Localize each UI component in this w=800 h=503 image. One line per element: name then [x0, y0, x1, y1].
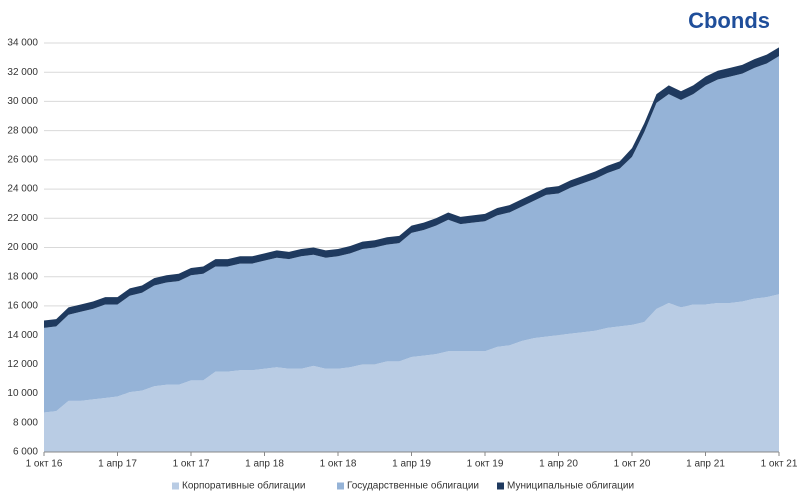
x-tick-label: 1 апр 18 [245, 459, 284, 470]
x-tick-label: 1 окт 16 [26, 459, 63, 470]
x-tick-label: 1 окт 17 [173, 459, 210, 470]
x-tick-label: 1 апр 19 [392, 459, 431, 470]
y-tick-label: 6 000 [13, 447, 38, 458]
y-tick-label: 34 000 [7, 38, 38, 49]
legend-label: Государственные облигации [347, 480, 479, 492]
logo: Cbonds [688, 8, 770, 33]
y-tick-label: 12 000 [7, 359, 38, 370]
y-tick-label: 14 000 [7, 330, 38, 341]
legend-swatch [172, 482, 179, 490]
x-tick-label: 1 окт 19 [467, 459, 504, 470]
legend-swatch [337, 482, 344, 490]
y-tick-label: 8 000 [13, 417, 38, 428]
y-tick-label: 10 000 [7, 388, 38, 399]
area [44, 56, 779, 413]
y-tick-label: 16 000 [7, 301, 38, 312]
area [44, 47, 779, 328]
y-tick-label: 32 000 [7, 67, 38, 78]
x-tick-label: 1 окт 20 [614, 459, 651, 470]
x-tick-label: 1 окт 18 [320, 459, 357, 470]
legend-swatch [497, 482, 504, 490]
y-tick-label: 26 000 [7, 154, 38, 165]
y-tick-label: 30 000 [7, 96, 38, 107]
x-tick-label: 1 окт 21 [761, 459, 798, 470]
x-tick-label: 1 апр 20 [539, 459, 578, 470]
x-tick-label: 1 апр 17 [98, 459, 137, 470]
y-tick-label: 28 000 [7, 125, 38, 136]
legend-label: Муниципальные облигации [507, 480, 634, 492]
area [44, 294, 779, 452]
y-tick-label: 22 000 [7, 213, 38, 224]
y-tick-label: 20 000 [7, 242, 38, 253]
y-tick-label: 18 000 [7, 271, 38, 282]
y-tick-label: 24 000 [7, 184, 38, 195]
legend-label: Корпоративные облигации [182, 480, 306, 492]
x-tick-label: 1 апр 21 [686, 459, 725, 470]
